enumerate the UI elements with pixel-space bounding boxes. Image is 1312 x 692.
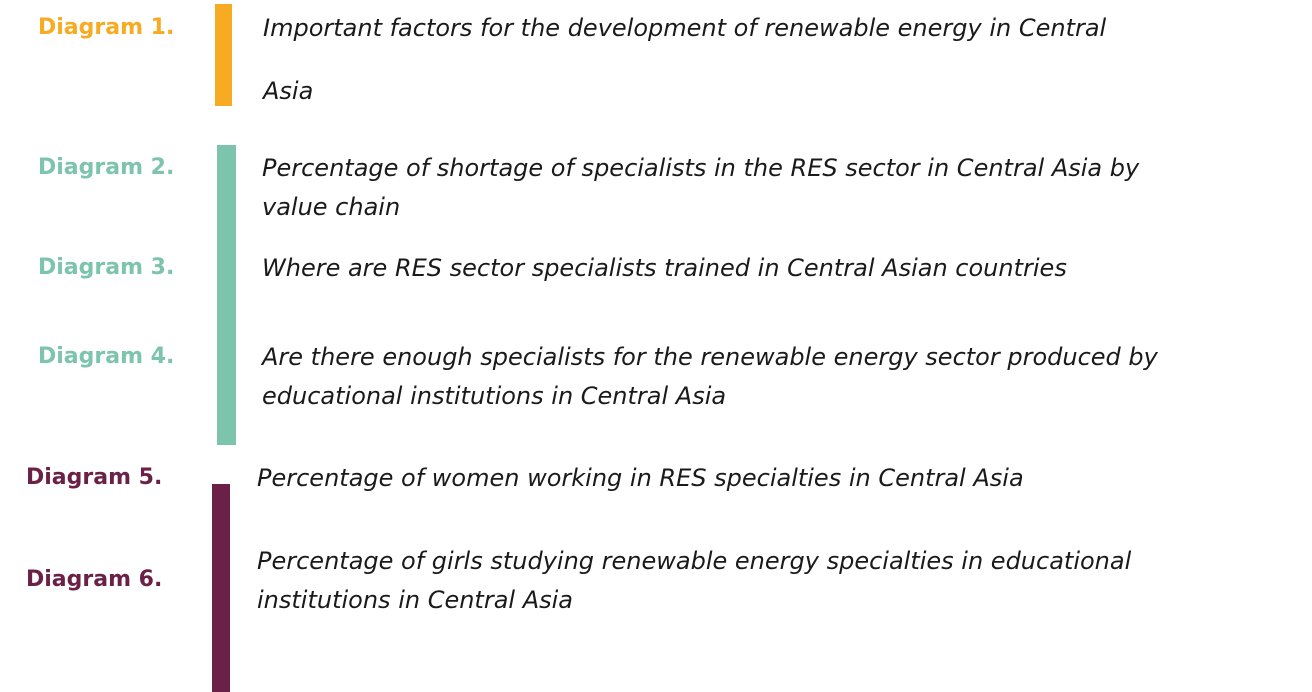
diagram-label: Diagram 2. [38, 155, 175, 180]
accent-bar [215, 4, 232, 106]
diagram-title: Asia [263, 77, 314, 105]
diagram-title: Are there enough specialists for the ren… [262, 343, 1158, 371]
diagram-label: Diagram 4. [38, 344, 175, 369]
diagram-title: Where are RES sector specialists trained… [262, 254, 1067, 282]
diagram-title: Percentage of women working in RES speci… [257, 464, 1024, 492]
diagram-label: Diagram 6. [26, 567, 163, 592]
diagram-title: educational institutions in Central Asia [262, 382, 727, 410]
diagram-title: institutions in Central Asia [257, 586, 574, 614]
diagram-label: Diagram 5. [26, 465, 163, 490]
diagram-label: Diagram 1. [38, 15, 175, 40]
accent-bar [212, 484, 230, 692]
diagram-title: Percentage of shortage of specialists in… [262, 154, 1140, 182]
accent-bar [217, 145, 236, 445]
diagram-title: Percentage of girls studying renewable e… [257, 547, 1132, 575]
diagram-title: Important factors for the development of… [263, 14, 1107, 42]
diagram-title: value chain [262, 193, 401, 221]
diagram-label: Diagram 3. [38, 255, 175, 280]
